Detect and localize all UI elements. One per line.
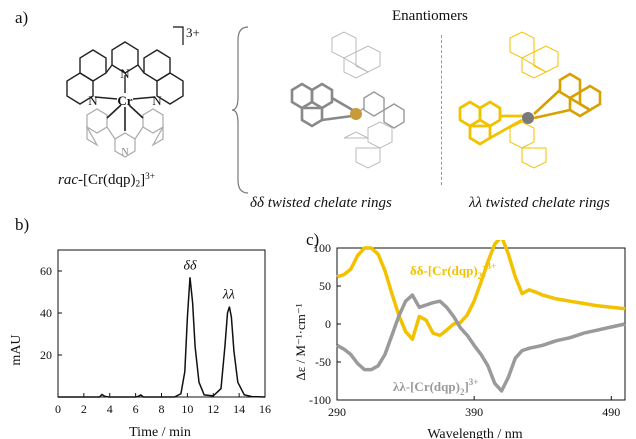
dd-metal-center	[350, 108, 362, 120]
hplc-chromatogram: 0 2 4 6 8 10 12 14 16 20 40 60 δδ λλ mAU Time / min	[9, 249, 271, 439]
n-atom-bottom: N	[121, 147, 128, 158]
x-tick-label: 0	[55, 402, 61, 416]
compound-sup: 3+	[145, 171, 156, 182]
compound-prefix: rac	[58, 172, 78, 188]
y-tick-label: 100	[313, 241, 331, 255]
x-tick-label: 8	[159, 402, 165, 416]
ll-back-ligand	[509, 31, 559, 169]
panel-b-label: b)	[15, 215, 30, 234]
chromatogram-axes	[57, 249, 266, 398]
y-tick-label: 20	[40, 348, 52, 362]
ligand-top-front	[66, 41, 184, 105]
y-tick-label: -50	[315, 355, 331, 369]
dd-front-ligand	[290, 82, 357, 128]
compound-formula: -[Cr(dqp)	[78, 172, 136, 188]
enantiomer-divider	[441, 35, 442, 185]
cd-ticks: 290 390 490 -100 -50 0 50 100	[309, 241, 620, 419]
dd-series-label-sub: 2	[478, 271, 483, 281]
compound-sub: 2	[135, 179, 141, 190]
n-atom-top: N	[120, 66, 130, 81]
ll-series-label: λλ-[Cr(dqp)2]3+	[393, 377, 478, 397]
enantiomer-brace	[231, 26, 249, 194]
x-tick-label: 10	[181, 402, 193, 416]
cd-series	[336, 240, 626, 393]
ll-metal-center	[522, 112, 534, 124]
ll-series-label-sub: 2	[460, 387, 465, 397]
cd-spectrum: 290 390 490 -100 -50 0 50 100 Δε / M⁻¹·cm⁻¹ Wav…	[293, 240, 626, 439]
x-tick-label: 6	[133, 402, 139, 416]
ll-series-label-main: λλ-[Cr(dqp)	[393, 379, 460, 394]
chromatogram-ylabel: mAU	[9, 334, 24, 365]
dd-series-label: δδ-[Cr(dqp)2]3+	[410, 261, 496, 281]
cd-ylabel: Δε / M⁻¹·cm⁻¹	[293, 303, 308, 380]
enantiomers-title: Enantiomers	[392, 8, 468, 24]
y-tick-label: 60	[40, 264, 52, 278]
structure-drawing-2d: N N N Cr N 3+	[66, 25, 200, 158]
dd-cd-trace	[336, 240, 626, 341]
chromatogram-trace	[58, 277, 266, 398]
peak-label: λλ	[222, 288, 235, 303]
ligand-bottom-back	[86, 108, 164, 158]
dd-series-label-main: δδ-[Cr(dqp)	[410, 263, 478, 278]
x-tick-label: 390	[465, 405, 483, 419]
ll-series-label-sup: 3+	[469, 377, 479, 387]
compound-label: rac-[Cr(dqp)2]3+	[58, 171, 156, 190]
peak-labels: δδ λλ	[183, 258, 234, 302]
dd-caption: δδ twisted chelate rings	[250, 195, 392, 211]
x-tick-label: 12	[207, 402, 219, 416]
peak-label: δδ	[183, 258, 197, 273]
dd-enantiomer-structure	[290, 31, 405, 169]
y-tick-label: 50	[319, 279, 331, 293]
panel-a-label: a)	[15, 8, 29, 27]
ll-caption: λλ twisted chelate rings	[469, 195, 610, 211]
x-tick-label: 14	[233, 402, 245, 416]
y-tick-label: 40	[40, 306, 52, 320]
dd-back-ligand	[331, 31, 393, 169]
chromatogram-ticks: 0 2 4 6 8 10 12 14 16 20 40 60	[40, 264, 271, 416]
y-tick-label: 0	[325, 317, 331, 331]
x-tick-label: 4	[107, 402, 113, 416]
chromatogram-xlabel: Time / min	[129, 425, 191, 439]
ll-enantiomer-structure	[458, 31, 602, 169]
ll-front-ligand	[458, 100, 524, 146]
x-tick-label: 16	[259, 402, 271, 416]
ll-cd-trace	[336, 293, 626, 393]
complex-charge: 3+	[186, 25, 200, 40]
panel-c-label: c)	[306, 230, 320, 249]
dd-series-label-sup: 3+	[487, 261, 497, 271]
cd-xlabel: Wavelength / nm	[427, 427, 522, 439]
x-tick-label: 490	[602, 405, 620, 419]
x-tick-label: 2	[81, 402, 87, 416]
x-tick-label: 290	[328, 405, 346, 419]
n-atom-left: N	[88, 93, 98, 108]
metal-atom: Cr	[117, 93, 132, 108]
chromatogram-frame	[57, 249, 266, 398]
y-tick-label: -100	[309, 393, 331, 407]
n-atom-right: N	[152, 93, 162, 108]
